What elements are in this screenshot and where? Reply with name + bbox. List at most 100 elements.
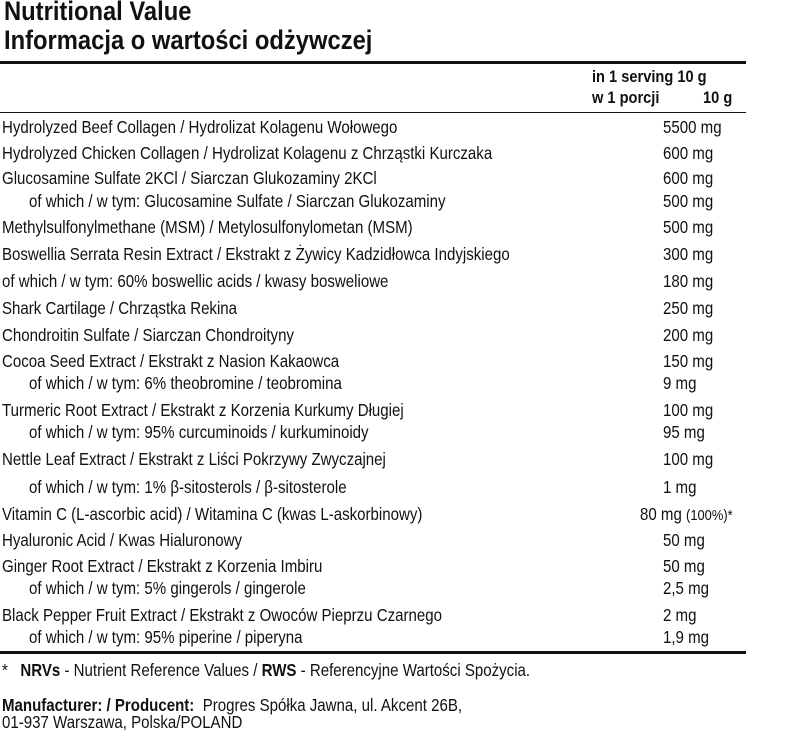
table-row: Hydrolyzed Beef Collagen / Hydrolizat Ko… [0, 117, 810, 139]
amount: 500 mg [663, 191, 714, 211]
amount: 600 mg [663, 143, 714, 163]
table-row: of which / w tym: 95% curcuminoids / kur… [0, 422, 810, 444]
divider [0, 61, 746, 64]
table-row: of which / w tym: 60% boswellic acids / … [0, 271, 810, 293]
ingredient-name: Turmeric Root Extract / Ekstrakt z Korze… [2, 400, 404, 420]
ingredient-name: Chondroitin Sulfate / Siarczan Chondroit… [2, 325, 294, 345]
table-row: of which / w tym: 5% gingerols / gingero… [0, 578, 810, 600]
ingredient-name: Hydrolyzed Chicken Collagen / Hydrolizat… [2, 143, 493, 163]
ingredient-name: Nettle Leaf Extract / Ekstrakt z Liści P… [2, 449, 386, 469]
ingredient-value: 600 mg [663, 143, 713, 163]
ingredient-value: 50 mg [663, 530, 705, 550]
ingredient-value: 100 mg [663, 449, 713, 469]
divider [0, 112, 746, 113]
amount: 50 mg [663, 556, 705, 576]
manufacturer-label: Manufacturer: / Producent: [2, 695, 195, 715]
rws-abbr: RWS [261, 660, 297, 680]
amount: 250 mg [663, 298, 714, 318]
serving-header-pl-value: 10 g [703, 88, 733, 107]
ingredient-value: 200 mg [663, 325, 713, 345]
table-row: of which / w tym: 95% piperine / piperyn… [0, 627, 810, 649]
table-row: Nettle Leaf Extract / Ekstrakt z Liści P… [0, 449, 810, 471]
amount: 2 mg [663, 605, 697, 625]
ingredient-value: 1 mg [663, 477, 696, 497]
table-row: of which / w tym: 6% theobromine / teobr… [0, 373, 810, 395]
table-row: of which / w tym: 1% β-sitosterols / β-s… [0, 477, 810, 499]
ingredient-value: 500 mg [663, 191, 713, 211]
amount: 150 mg [663, 351, 714, 371]
table-row: of which / w tym: Glucosamine Sulfate / … [0, 191, 810, 213]
ingredient-value: 180 mg [663, 271, 713, 291]
ingredient-value: 5500 mg [663, 117, 722, 137]
ingredient-value: 300 mg [663, 244, 713, 264]
manufacturer-address-1: Progres Spółka Jawna, ul. Akcent 26B, [202, 695, 463, 715]
ingredient-name: of which / w tym: 95% curcuminoids / kur… [29, 422, 369, 442]
ingredient-name: Cocoa Seed Extract / Ekstrakt z Nasion K… [2, 351, 340, 371]
amount: 600 mg [663, 168, 714, 188]
ingredient-value: 100 mg [663, 400, 713, 420]
ingredient-name: of which / w tym: 95% piperine / piperyn… [29, 627, 303, 647]
manufacturer-line1: Manufacturer: / Producent: Progres Spółk… [2, 695, 462, 715]
amount: 500 mg [663, 217, 714, 237]
amount: 9 mg [663, 373, 697, 393]
ingredient-value: 500 mg [663, 217, 713, 237]
amount: 100 mg [663, 449, 714, 469]
amount: 200 mg [663, 325, 714, 345]
table-row: Methylsulfonylmethane (MSM) / Metylosulf… [0, 217, 810, 239]
ingredient-name: Boswellia Serrata Resin Extract / Ekstra… [2, 244, 510, 264]
amount: 300 mg [663, 244, 714, 264]
ingredient-name: Glucosamine Sulfate 2KCl / Siarczan Gluk… [2, 168, 377, 188]
table-row: Boswellia Serrata Resin Extract / Ekstra… [0, 244, 810, 266]
ingredient-name: of which / w tym: 5% gingerols / gingero… [29, 578, 306, 598]
table-row: Shark Cartilage / Chrząstka Rekina 250 mg [0, 298, 810, 320]
amount: 2,5 mg [663, 578, 710, 598]
ingredient-value: 95 mg [663, 422, 705, 442]
ingredient-value: 1,9 mg [663, 627, 709, 647]
ingredient-name: Ginger Root Extract / Ekstrakt z Korzeni… [2, 556, 323, 576]
ingredient-value: 9 mg [663, 373, 696, 393]
amount: 50 mg [663, 530, 705, 550]
nrv-abbr: NRVs [20, 660, 61, 680]
serving-header-pl-label: w 1 porcji [592, 88, 660, 107]
table-row: Black Pepper Fruit Extract / Ekstrakt z … [0, 605, 810, 627]
table-row: Hydrolyzed Chicken Collagen / Hydrolizat… [0, 143, 810, 165]
amount: 80 mg [640, 504, 682, 524]
amount: 95 mg [663, 422, 705, 442]
amount: 1 mg [663, 477, 697, 497]
amount: 180 mg [663, 271, 714, 291]
rws-text: - Referencyjne Wartości Spożycia. [296, 660, 531, 680]
nrv-percent: (100%)* [686, 507, 733, 524]
ingredient-name: Shark Cartilage / Chrząstka Rekina [2, 298, 238, 318]
manufacturer-address-2: 01-937 Warszawa, Polska/POLAND [2, 712, 243, 732]
ingredient-value: 2,5 mg [663, 578, 709, 598]
ingredient-name: of which / w tym: 1% β-sitosterols / β-s… [29, 477, 347, 497]
ingredient-name: of which / w tym: 60% boswellic acids / … [2, 271, 389, 291]
amount: 5500 mg [663, 117, 722, 137]
title-pl: Informacja o wartości odżywczej [4, 25, 373, 55]
ingredient-value: 600 mg [663, 168, 713, 188]
ingredient-value: 50 mg [663, 556, 705, 576]
table-row: Turmeric Root Extract / Ekstrakt z Korze… [0, 400, 810, 422]
ingredient-value: 150 mg [663, 351, 713, 371]
ingredient-name: Black Pepper Fruit Extract / Ekstrakt z … [2, 605, 442, 625]
title-en: Nutritional Value [4, 0, 192, 26]
ingredient-value: 80 mg (100%)* [640, 504, 733, 526]
table-row: Chondroitin Sulfate / Siarczan Chondroit… [0, 325, 810, 347]
ingredient-value: 250 mg [663, 298, 713, 318]
footnote: * NRVs - Nutrient Reference Values / RWS… [2, 660, 530, 680]
table-row: Ginger Root Extract / Ekstrakt z Korzeni… [0, 556, 810, 578]
table-row: Glucosamine Sulfate 2KCl / Siarczan Gluk… [0, 168, 810, 190]
ingredient-name: Hyaluronic Acid / Kwas Hialuronowy [2, 530, 243, 550]
amount: 100 mg [663, 400, 714, 420]
ingredient-value: 2 mg [663, 605, 696, 625]
amount: 1,9 mg [663, 627, 710, 647]
ingredient-name: Methylsulfonylmethane (MSM) / Metylosulf… [2, 217, 413, 237]
ingredient-name: of which / w tym: 6% theobromine / teobr… [29, 373, 342, 393]
divider [0, 651, 746, 654]
ingredient-name: of which / w tym: Glucosamine Sulfate / … [29, 191, 446, 211]
serving-header-en: in 1 serving 10 g [592, 67, 707, 86]
ingredient-name: Vitamin C (L-ascorbic acid) / Witamina C… [2, 504, 423, 524]
nrv-text: - Nutrient Reference Values / [60, 660, 262, 680]
table-row: Hyaluronic Acid / Kwas Hialuronowy 50 mg [0, 530, 810, 552]
table-row: Vitamin C (L-ascorbic acid) / Witamina C… [0, 504, 810, 526]
